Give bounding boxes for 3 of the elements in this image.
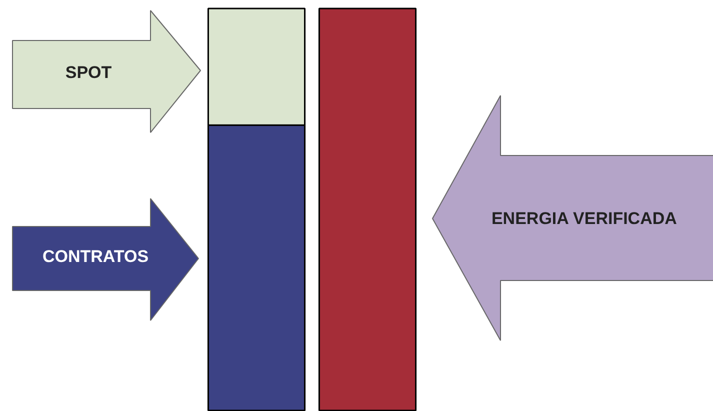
text: SPOT [65, 63, 112, 82]
text: CONTRATOS [42, 247, 149, 266]
text: ENERGIA VERIFICADA [491, 209, 677, 228]
